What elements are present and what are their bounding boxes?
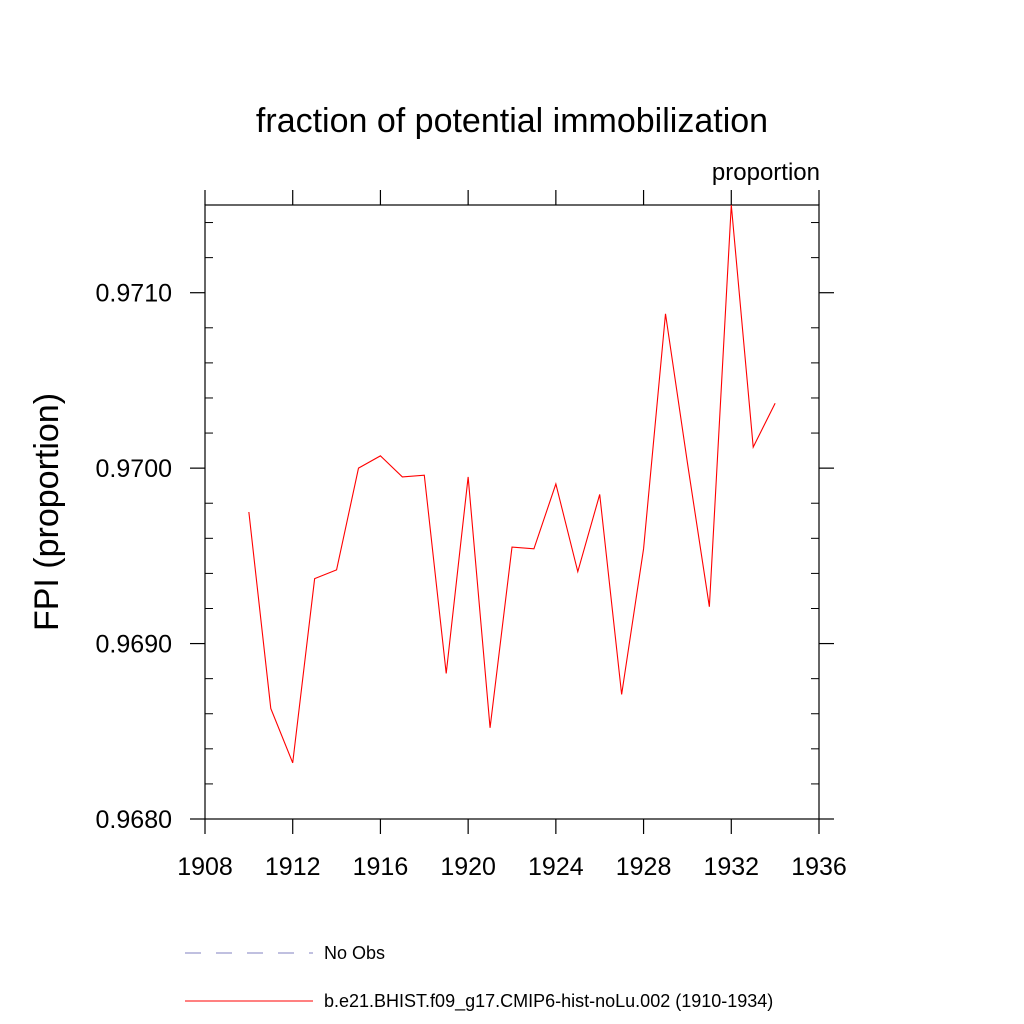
y-tick-label: 0.9710 xyxy=(96,280,172,308)
x-tick-label: 1936 xyxy=(791,853,847,881)
x-tick-label: 1924 xyxy=(528,853,584,881)
plot-frame xyxy=(204,204,820,820)
x-tick-labels: 1908 1912 1916 1920 1924 1928 1932 1936 xyxy=(177,853,847,881)
legend: No Obs b.e21.BHIST.f09_g17.CMIP6-hist-no… xyxy=(185,943,773,1012)
x-tick-label: 1932 xyxy=(703,853,759,881)
legend-label-no-obs: No Obs xyxy=(324,943,385,963)
series-layer xyxy=(248,204,776,764)
y-tick-label: 0.9680 xyxy=(96,806,172,834)
chart-title: fraction of potential immobilization xyxy=(256,102,768,140)
y-tick-label: 0.9700 xyxy=(96,455,172,483)
legend-label-model-run: b.e21.BHIST.f09_g17.CMIP6-hist-noLu.002 … xyxy=(324,991,773,1012)
axis-ticks xyxy=(190,190,834,834)
x-tick-label: 1908 xyxy=(177,853,233,881)
x-tick-label: 1920 xyxy=(440,853,496,881)
x-tick-label: 1928 xyxy=(616,853,672,881)
series-line-1 xyxy=(248,204,776,764)
x-tick-label: 1916 xyxy=(353,853,409,881)
y-axis-label: FPI (proportion) xyxy=(28,393,66,631)
x-tick-label: 1912 xyxy=(265,853,321,881)
y-tick-label: 0.9690 xyxy=(96,631,172,659)
y-tick-labels: 0.9680 0.9690 0.9700 0.9710 xyxy=(96,280,172,834)
units-label: proportion xyxy=(712,159,820,186)
